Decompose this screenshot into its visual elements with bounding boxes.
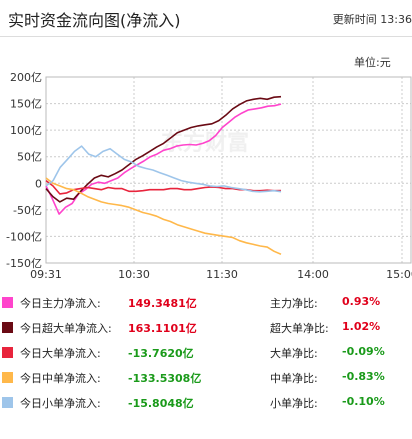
ratio-label: 超大单净比: — [270, 322, 329, 335]
y-tick-label: -100亿 — [6, 230, 42, 243]
ratio-label: 小单净比: — [270, 397, 318, 410]
y-tick-label: -50亿 — [13, 204, 42, 217]
legend-value: -13.7620亿 — [128, 347, 194, 360]
ratio-value: -0.83% — [342, 370, 385, 383]
legend-swatch — [2, 322, 13, 333]
legend-label: 今日主力净流入: — [20, 297, 101, 310]
series-line — [45, 177, 282, 255]
legend-label: 今日中单净流入: — [20, 372, 101, 385]
legend-value: 163.1101亿 — [128, 322, 197, 335]
y-axis-labels: 200亿 150亿 100亿 50亿 0 -50亿 -100亿 -150亿 — [6, 71, 42, 270]
ratio-label: 主力净比: — [270, 297, 318, 310]
x-tick-label: 11:30 — [206, 268, 238, 281]
x-tick-label: 15:00 — [386, 268, 412, 281]
legend-swatch — [2, 397, 13, 408]
y-tick-label: 100亿 — [10, 124, 42, 137]
update-time-label: 更新时间 — [332, 13, 377, 26]
plot-frame — [45, 76, 412, 264]
legend-label: 今日超大单净流入: — [20, 322, 112, 335]
x-tick-label: 14:00 — [297, 268, 329, 281]
y-tick-label: 150亿 — [10, 98, 42, 111]
legend-swatch — [2, 372, 13, 383]
legend-swatch — [2, 347, 13, 358]
y-tick-label: 0 — [35, 177, 42, 190]
legend-label: 今日小单净流入: — [20, 397, 101, 410]
grid — [45, 76, 412, 264]
ratio-label: 中单净比: — [270, 372, 318, 385]
ratio-value: -0.10% — [342, 395, 385, 408]
y-tick-label: -150亿 — [6, 257, 42, 270]
legend-row: 今日主力净流入: 149.3481亿 主力净比: 0.93% — [0, 292, 412, 312]
legend-value: -133.5308亿 — [128, 372, 202, 385]
legend-swatch — [2, 297, 13, 308]
legend-value: -15.8048亿 — [128, 397, 194, 410]
x-axis-labels: 09:31 10:30 11:30 14:00 15:00 — [30, 268, 412, 281]
legend-label: 今日大单净流入: — [20, 347, 101, 360]
chart-title: 实时资金流向图(净流入) — [8, 11, 181, 30]
series-line — [45, 103, 282, 215]
chart-header: 实时资金流向图(净流入) 更新时间 13:36 — [0, 0, 412, 37]
series-line — [45, 95, 282, 203]
ratio-label: 大单净比: — [270, 347, 318, 360]
legend-row: 今日大单净流入: -13.7620亿 大单净比: -0.09% — [0, 342, 412, 362]
legend-value: 149.3481亿 — [128, 297, 197, 310]
x-tick-label: 10:30 — [118, 268, 150, 281]
ratio-value: -0.09% — [342, 345, 385, 358]
legend-row: 今日小单净流入: -15.8048亿 小单净比: -0.10% — [0, 392, 412, 412]
ratio-value: 1.02% — [342, 320, 381, 333]
y-tick-label: 50亿 — [17, 151, 42, 164]
legend-row: 今日超大单净流入: 163.1101亿 超大单净比: 1.02% — [0, 317, 412, 337]
unit-label: 单位:元 — [354, 56, 391, 69]
x-tick-label: 09:31 — [30, 268, 62, 281]
ratio-value: 0.93% — [342, 295, 381, 308]
y-tick-label: 200亿 — [10, 71, 42, 84]
series-lines — [45, 95, 282, 255]
update-time-value: 13:36 — [380, 13, 412, 26]
series-line — [45, 145, 282, 193]
legend-row: 今日中单净流入: -133.5308亿 中单净比: -0.83% — [0, 367, 412, 387]
update-time: 更新时间 13:36 — [333, 11, 412, 27]
